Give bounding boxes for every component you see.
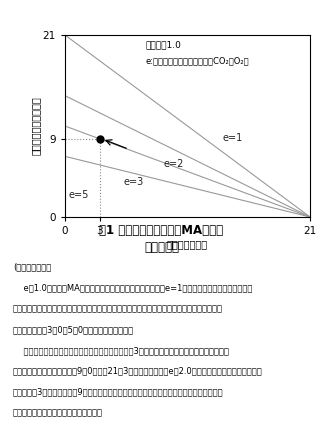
Text: 素の移動速度の比が１／（（9－0）／（21－3））、すなわち、e＝2.0の包材を選択し、包装内のガス: 素の移動速度の比が１／（（9－0）／（21－3））、すなわち、e＝2.0の包材を… [13,367,263,376]
Y-axis label: 二酸化炭素濃度［％］: 二酸化炭素濃度［％］ [31,96,41,155]
Text: (注）：図の見方: (注）：図の見方 [13,263,51,272]
Text: e=3: e=3 [123,177,143,187]
Text: とによって、包装の最適化が図られる。: とによって、包装の最適化が図られる。 [13,408,103,418]
Text: e=5: e=5 [68,190,89,200]
Text: 図1 ガス移動速度の比がMA条件に
及ぼす影響: 図1 ガス移動速度の比がMA条件に 及ぼす影響 [99,224,224,253]
Text: e=2: e=2 [164,159,184,169]
Text: e=1: e=1 [223,133,243,143]
Text: 濃度が酸素3％、二酸化炭素9％で平衡に至るように内容量と包材の表面積の関係を決めるこ: 濃度が酸素3％、二酸化炭素9％で平衡に至るように内容量と包材の表面積の関係を決め… [13,388,224,397]
Text: 酸素濃度と二酸化炭素濃度の最適値が、それぞれ3％と９％の場合、包材の酸素と二酸化炭: 酸素濃度と二酸化炭素濃度の最適値が、それぞれ3％と９％の場合、包材の酸素と二酸化… [13,346,229,355]
Text: し、平衡するガス組成の点で止まる。平衡に至る点は、呼吸速度とガス移動速度との比によっ: し、平衡するガス組成の点で止まる。平衡に至る点は、呼吸速度とガス移動速度との比に… [13,304,223,313]
Text: e:包材のガス移動速度の比（CO₂／O₂）: e:包材のガス移動速度の比（CO₂／O₂） [146,56,249,66]
Text: 呼吸率＝1.0: 呼吸率＝1.0 [146,40,182,49]
X-axis label: 酸素濃度［％］: 酸素濃度［％］ [167,239,208,249]
Text: eが1.0の場合、MA包装内の酸素と二酸化炭素の比率は、e=1の直線上を右下から左上に推移: eが1.0の場合、MA包装内の酸素と二酸化炭素の比率は、e=1の直線上を右下から… [13,283,252,293]
Text: て異なる。エが3．0、5．0の場合も同様である。: て異なる。エが3．0、5．0の場合も同様である。 [13,325,134,334]
